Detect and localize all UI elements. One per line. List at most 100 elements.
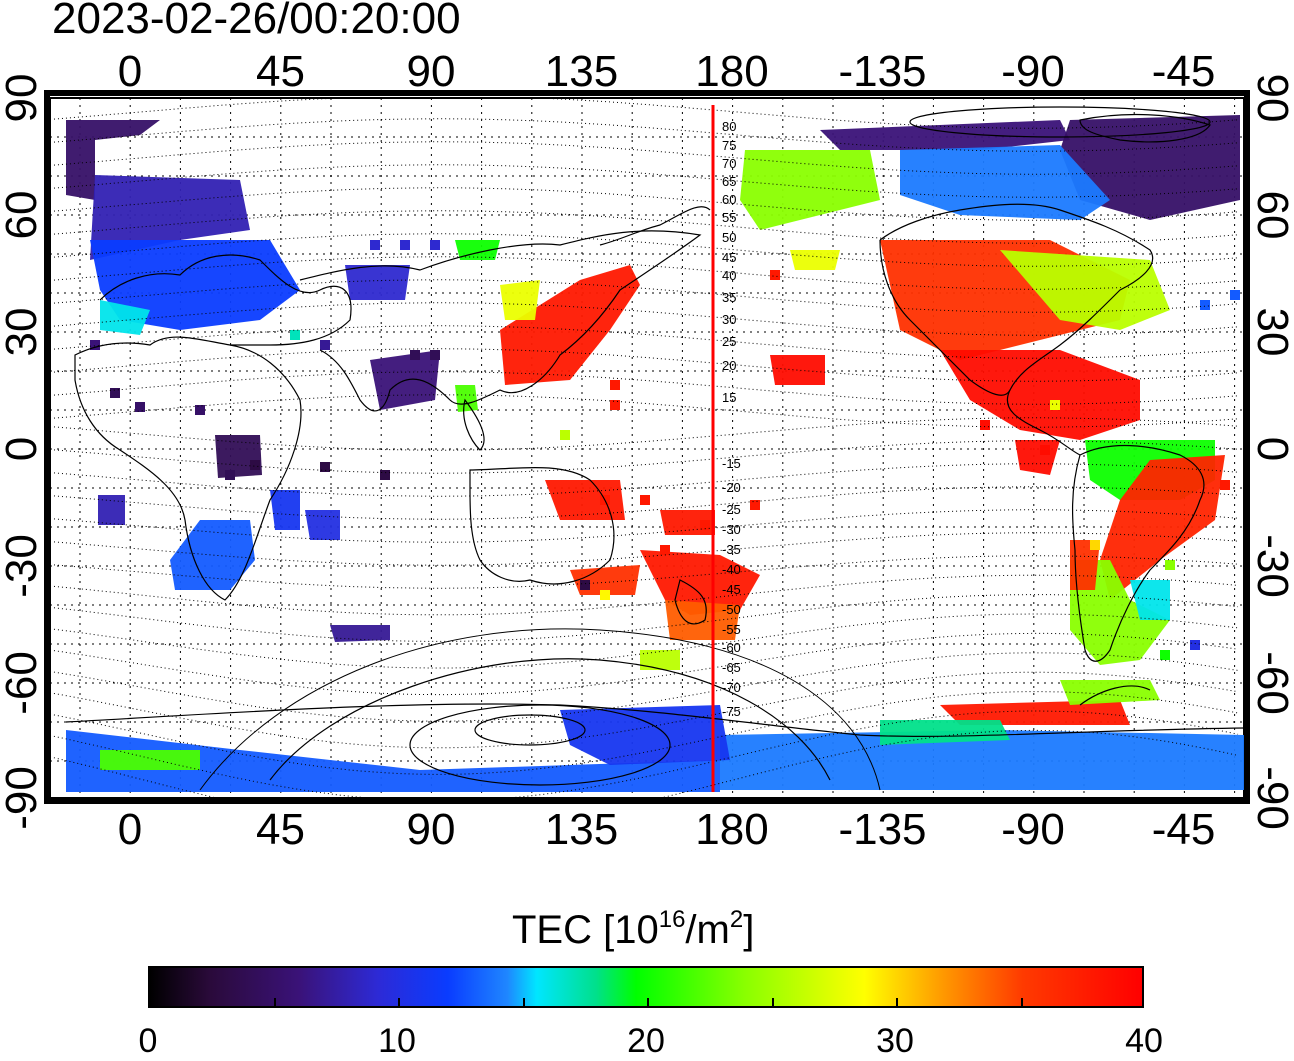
colorbar-minor-tick	[647, 998, 649, 1006]
tec-cell	[290, 330, 300, 340]
tec-patch	[640, 550, 760, 615]
tec-patch	[880, 720, 1010, 745]
tec-patch	[1070, 540, 1100, 590]
bottom-lon-tick: -135	[838, 805, 927, 854]
colorbar-minor-tick	[273, 998, 276, 1006]
bottom-lon-tick: 45	[256, 805, 305, 854]
coastline-path	[65, 703, 1244, 737]
tec-patch	[270, 490, 300, 530]
tec-patch	[500, 265, 640, 385]
left-lat-tick: 0	[0, 436, 46, 462]
bottom-lon-tick: 135	[544, 805, 619, 854]
tec-patch	[665, 600, 740, 640]
tec-patch	[740, 150, 880, 230]
tec-patch	[940, 700, 1130, 725]
contour-label: -45	[722, 582, 741, 597]
contour-line	[50, 632, 1239, 696]
tec-patch	[790, 250, 840, 270]
tec-patch	[455, 385, 478, 412]
magnetic-latitude-contours	[50, 98, 1239, 798]
colorbar-minor-tick	[1020, 998, 1023, 1006]
colorbar-tick: 10	[378, 1022, 416, 1060]
tec-patch	[215, 435, 262, 478]
contour-label: -60	[722, 640, 741, 655]
tec-patch	[1060, 115, 1240, 220]
contour-label-group: 80 75 70 65 60 55 50 45 40 35 30 25 20 15 -15 -20 -25 -30…	[722, 119, 741, 719]
contour-label: 75	[722, 138, 736, 153]
right-lat-tick: 0	[1248, 436, 1294, 462]
left-lat-tick: 90	[0, 73, 46, 123]
coastline-path	[99, 254, 352, 346]
tec-patch	[66, 120, 160, 200]
contour-label: -65	[722, 660, 741, 675]
contour-line	[50, 613, 1239, 669]
contour-label: 25	[722, 334, 736, 349]
coastline-path	[1079, 685, 1151, 706]
contour-label: 35	[722, 290, 736, 305]
tec-patch	[90, 175, 250, 260]
contour-ellipse	[409, 704, 671, 786]
tec-cell	[320, 340, 330, 350]
tec-patch	[90, 240, 300, 330]
tec-patch	[940, 350, 1140, 440]
bottom-lon-tick: 180	[695, 805, 769, 854]
colorbar-tick: 0	[138, 1022, 158, 1060]
tec-cell	[1165, 560, 1175, 570]
tec-cell	[430, 240, 440, 250]
contour-label: 60	[722, 192, 736, 207]
colorbar-tick: 20	[627, 1022, 665, 1060]
contour-label: 80	[722, 119, 736, 134]
right-lat-tick: -30	[1248, 534, 1294, 598]
tec-cell	[225, 470, 235, 480]
tec-cell	[320, 462, 330, 472]
contour-label: -20	[722, 480, 741, 495]
coastline-path	[469, 466, 615, 585]
contour-label: -40	[722, 562, 741, 577]
timestamp-title: 2023-02-26/00:20:00	[52, 0, 461, 43]
colorbar-tick: 40	[1125, 1022, 1163, 1060]
right-lat-tick: 60	[1248, 190, 1294, 240]
tec-patch	[820, 120, 1070, 150]
contour-ellipse	[474, 714, 586, 746]
contour-label: 55	[722, 210, 736, 225]
coastlines	[65, 113, 1244, 737]
tec-patch	[98, 495, 125, 525]
coastline-path	[674, 579, 707, 625]
bottom-lon-tick: -90	[1001, 805, 1065, 854]
tec-cell	[1220, 480, 1230, 490]
right-lat-tick: -90	[1248, 766, 1294, 830]
top-lon-tick: -135	[838, 47, 927, 96]
left-lat-tick: 30	[0, 307, 46, 357]
contour-label: 15	[722, 390, 736, 405]
tec-cell	[770, 270, 780, 280]
tec-cell	[610, 380, 620, 390]
tec-cell	[370, 240, 380, 250]
top-lon-tick: -45	[1151, 47, 1216, 96]
coastline-path	[463, 398, 485, 451]
right-lat-tick: -60	[1248, 651, 1294, 715]
tec-patch	[770, 355, 825, 385]
contour-label: 40	[722, 268, 736, 283]
tec-patch	[1130, 580, 1170, 620]
top-lon-tick: 0	[117, 47, 143, 96]
top-lon-tick: 180	[695, 47, 769, 96]
tec-cell	[560, 430, 570, 440]
tec-patch	[900, 145, 1110, 220]
contour-label: -25	[722, 502, 741, 517]
contour-label: -35	[722, 542, 741, 557]
tec-cell	[110, 388, 120, 398]
contour-label: 45	[722, 250, 736, 265]
bottom-lon-tick: 0	[117, 805, 143, 854]
tec-cell	[410, 350, 420, 360]
tec-cell	[640, 495, 650, 505]
tec-cell	[1190, 640, 1200, 650]
tec-cell	[980, 420, 990, 430]
tec-cell	[750, 500, 760, 510]
contour-line	[50, 594, 1239, 642]
tec-cell	[430, 350, 440, 360]
tec-patch	[1100, 455, 1225, 600]
tec-patch	[100, 300, 150, 335]
tec-cell	[600, 590, 610, 600]
tec-cell	[380, 470, 390, 480]
right-lat-tick: 90	[1248, 73, 1294, 123]
